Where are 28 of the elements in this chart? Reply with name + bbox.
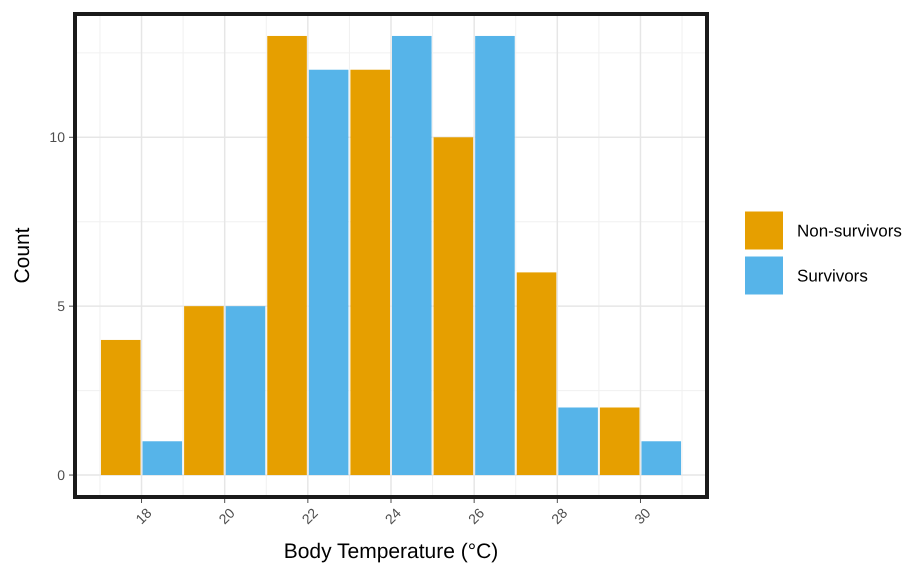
bar <box>392 36 432 476</box>
x-tick-label: 24 <box>382 504 404 528</box>
x-tick-label: 26 <box>464 504 488 528</box>
y-tick-label: 5 <box>57 298 66 314</box>
bar <box>600 407 640 476</box>
x-tick-label: 28 <box>548 504 571 528</box>
bar <box>267 36 307 476</box>
x-axis-title: Body Temperature (°C) <box>284 540 498 563</box>
bar <box>475 36 515 476</box>
legend-label: Non-survivors <box>797 221 902 240</box>
bar <box>142 441 182 476</box>
x-tick-label: 20 <box>215 504 238 528</box>
bar <box>308 70 348 476</box>
bar <box>516 272 556 476</box>
y-axis-title: Count <box>11 227 34 284</box>
y-tick-label: 10 <box>49 129 66 146</box>
bar <box>226 306 266 476</box>
bar <box>100 340 141 476</box>
bar <box>184 306 224 476</box>
x-tick-label: 22 <box>298 504 322 528</box>
x-tick-label: 18 <box>132 504 155 528</box>
bar <box>558 407 598 476</box>
bar <box>350 70 390 476</box>
bar <box>641 441 682 476</box>
y-tick-label: 0 <box>57 466 66 483</box>
x-tick-label: 30 <box>631 504 654 528</box>
legend-label: Survivors <box>797 266 868 286</box>
bar <box>434 137 474 476</box>
